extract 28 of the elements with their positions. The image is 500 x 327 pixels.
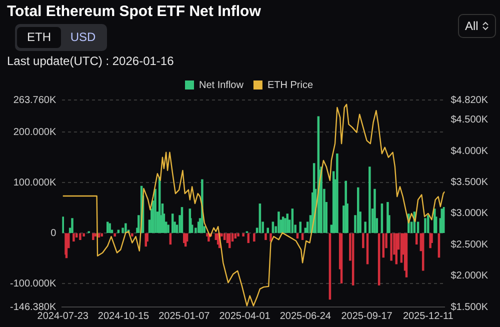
legend-label: ETH Price xyxy=(267,80,314,91)
chart-subtitle: Last update(UTC) : 2026-01-16 xyxy=(7,54,174,68)
x-tick-label: 2025-01-07 xyxy=(158,310,210,322)
y-tick-label: 200.000K xyxy=(13,126,56,138)
text: USD xyxy=(69,29,97,46)
y2-tick-label: $3.500K xyxy=(450,177,488,188)
y-tick-label: -100.000K xyxy=(10,278,56,290)
y2-tick-label: $4.500K xyxy=(450,114,488,126)
y2-tick-label: $4.000K xyxy=(450,146,488,157)
y2-tick-label: $1.500K xyxy=(450,302,488,313)
x-tick-label: 2024-10-15 xyxy=(98,310,150,322)
x-tick-label: 2024-07-23 xyxy=(37,310,89,322)
text: All xyxy=(465,19,478,33)
y2-tick-label: $4.820K xyxy=(450,94,488,106)
text: ETH xyxy=(17,27,61,48)
y2-tick-label: $2.000K xyxy=(450,270,488,282)
y-tick-label: -146.380K xyxy=(10,302,56,313)
x-tick-label: 2025-04-01 xyxy=(219,310,271,322)
x-tick-label: 2025-09-17 xyxy=(341,310,393,322)
x-tick-label: 2025-12-11 xyxy=(402,310,454,322)
y-tick-label: 263.760K xyxy=(13,94,56,106)
y2-tick-label: $3.000K xyxy=(450,208,488,220)
x-tick-label: 2025-06-24 xyxy=(280,310,332,322)
y-tick-label: 0 xyxy=(50,228,57,239)
chart-title: Total Ethereum Spot ETF Net Inflow xyxy=(7,3,261,20)
legend-label: Net Inflow xyxy=(198,80,244,91)
y-tick-label: 100.000K xyxy=(13,177,56,188)
y2-tick-label: $2.500K xyxy=(450,239,488,250)
